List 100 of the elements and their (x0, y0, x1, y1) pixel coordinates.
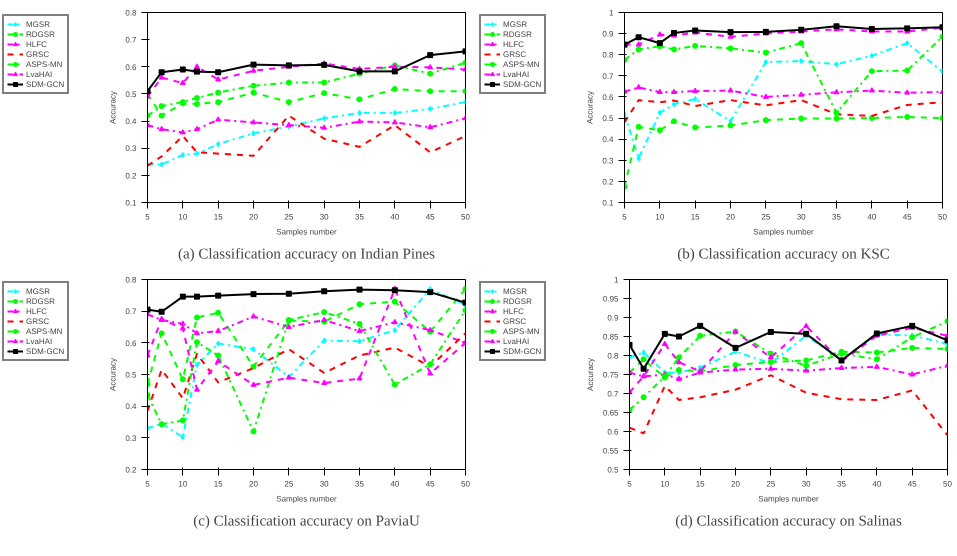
x-tick-label: 10 (655, 212, 665, 222)
legend-label: RDGSR (26, 29, 55, 39)
y-tick-label: 0.95 (602, 294, 620, 304)
legend-label: SDM-GCN (503, 346, 542, 356)
x-tick-label: 20 (731, 480, 740, 488)
y-tick-label: 0.8 (125, 8, 138, 18)
legend-label: HLFC (26, 39, 47, 49)
y-tick-label: 0.1 (125, 198, 138, 208)
text: (c) Classification accuracy on PaviaU (193, 514, 420, 530)
x-tick-label: 35 (355, 212, 364, 222)
legend-label: GRSC (26, 316, 50, 326)
legend-label: SDM-GCN (26, 79, 64, 89)
text: (a) Classification accuracy on Indian Pines (178, 246, 436, 262)
y-tick-label: 0.2 (602, 177, 614, 186)
x-tick-label: 50 (938, 212, 948, 222)
y-axis-title: Accuracy (108, 91, 118, 124)
x-tick-label: 25 (284, 480, 294, 488)
x-tick-label: 45 (908, 480, 918, 488)
x-tick-label: 5 (145, 212, 150, 222)
y-tick-label: 0.5 (607, 466, 620, 474)
x-tick-label: 40 (390, 480, 400, 488)
x-axis-title: Samples number (276, 228, 338, 236)
x-tick-label: 50 (943, 480, 952, 488)
legend-label: GRSC (26, 49, 50, 59)
legend-label: HLFC (26, 306, 47, 316)
x-tick-label: 15 (214, 480, 224, 488)
y-tick-label: 0.7 (602, 72, 614, 81)
legend-label: GRSC (503, 316, 526, 326)
legend-label: SDM-GCN (503, 79, 542, 89)
legend-label: LvaHAI (26, 336, 52, 346)
y-tick-label: 0.8 (607, 352, 620, 360)
x-tick-label: 30 (802, 480, 812, 488)
text: (b) Classification accuracy on KSC (677, 246, 890, 262)
x-tick-label: 30 (796, 212, 806, 222)
y-tick-label: 0.6 (125, 62, 138, 72)
y-tick-label: 0.65 (602, 408, 620, 418)
y-tick-label: 0.5 (125, 370, 138, 380)
y-tick-label: 0.2 (125, 171, 138, 180)
y-tick-label: 0.85 (602, 332, 620, 342)
y-tick-label: 0.8 (602, 50, 614, 60)
x-tick-label: 5 (622, 212, 628, 222)
legend-label: HLFC (503, 39, 524, 49)
x-tick-label: 15 (214, 212, 224, 222)
y-tick-label: 0.9 (602, 30, 614, 39)
y-tick-label: 1 (609, 8, 614, 18)
x-tick-label: 5 (627, 480, 632, 488)
x-axis-title: Samples number (758, 494, 820, 504)
legend-label: RDGSR (503, 296, 532, 306)
x-tick-label: 45 (426, 212, 436, 222)
y-tick-label: 0.1 (602, 198, 614, 208)
x-tick-label: 35 (832, 212, 842, 222)
legend-label: RDGSR (503, 29, 532, 39)
x-tick-label: 45 (426, 480, 436, 488)
y-tick-label: 0.5 (125, 90, 138, 99)
x-tick-label: 15 (690, 212, 700, 222)
legend-label: ASPS-MN (26, 59, 62, 69)
legend-label: ASPS-MN (503, 59, 540, 69)
legend-label: MGSR (503, 19, 527, 29)
x-tick-label: 50 (461, 480, 470, 488)
y-tick-label: 0.4 (125, 117, 138, 126)
y-tick-label: 0.4 (602, 135, 614, 144)
x-tick-label: 25 (284, 212, 294, 222)
legend-label: SDM-GCN (26, 346, 64, 356)
y-tick-label: 0.55 (602, 446, 620, 456)
y-tick-label: 0.7 (125, 307, 138, 316)
x-tick-label: 5 (145, 480, 150, 488)
legend-label: ASPS-MN (26, 326, 62, 336)
x-tick-label: 30 (320, 212, 330, 222)
x-tick-label: 50 (461, 212, 470, 222)
x-tick-label: 10 (178, 212, 188, 222)
y-tick-label: 0.6 (125, 338, 138, 348)
y-tick-label: 0.9 (607, 314, 620, 322)
y-tick-label: 0.7 (125, 36, 138, 45)
x-tick-label: 25 (761, 212, 771, 222)
x-tick-label: 30 (320, 480, 330, 488)
legend-label: MGSR (26, 286, 50, 296)
y-tick-label: 0.7 (607, 390, 620, 398)
y-tick-label: 0.4 (125, 402, 138, 412)
y-tick-label: 0.8 (125, 276, 138, 284)
y-tick-label: 0.75 (602, 370, 620, 380)
x-tick-label: 35 (837, 480, 846, 488)
x-tick-label: 10 (178, 480, 188, 488)
x-tick-label: 20 (249, 212, 258, 222)
y-tick-label: 0.3 (125, 144, 138, 154)
y-axis-title: Accuracy (586, 358, 595, 391)
x-tick-label: 40 (867, 212, 877, 222)
y-tick-label: 1 (614, 276, 620, 284)
x-tick-label: 20 (726, 212, 736, 222)
x-tick-label: 15 (696, 480, 706, 488)
legend-label: LvaHAI (503, 336, 530, 346)
legend-label: MGSR (26, 19, 50, 29)
x-tick-label: 10 (660, 480, 670, 488)
x-axis-title: Samples number (276, 494, 338, 504)
legend-label: GRSC (503, 49, 526, 59)
x-tick-label: 20 (249, 480, 258, 488)
legend-label: ASPS-MN (503, 326, 540, 336)
y-tick-label: 0.2 (125, 466, 138, 474)
y-tick-label: 0.6 (602, 92, 614, 102)
legend-label: LvaHAI (26, 69, 52, 79)
x-tick-label: 35 (355, 480, 364, 488)
